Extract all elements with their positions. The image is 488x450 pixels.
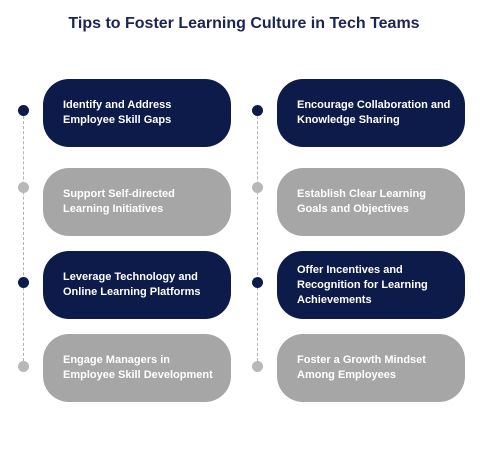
tip-card-text: Leverage Technology and Online Learning … (63, 271, 201, 298)
tip-card-text: Identify and Address Employee Skill Gaps (63, 99, 172, 126)
tip-card-left-2: Support Self-directed Learning Initiativ… (43, 168, 231, 236)
tip-card-right-3: Offer Incentives and Recognition for Lea… (277, 251, 465, 319)
left-timeline-dot-3 (18, 277, 29, 288)
tip-card-text: Establish Clear Learning Goals and Objec… (297, 188, 426, 215)
right-timeline-rail (257, 111, 258, 366)
right-timeline-dot-1 (252, 105, 263, 116)
left-timeline-rail (23, 111, 24, 366)
tip-card-right-2: Establish Clear Learning Goals and Objec… (277, 168, 465, 236)
tip-card-text: Offer Incentives and Recognition for Lea… (297, 263, 428, 306)
right-timeline-dot-3 (252, 277, 263, 288)
left-timeline-dot-1 (18, 105, 29, 116)
tip-card-right-4: Foster a Growth Mindset Among Employees (277, 334, 465, 402)
diagram-title: Tips to Foster Learning Culture in Tech … (68, 15, 420, 32)
right-timeline-dot-4 (252, 361, 263, 372)
left-timeline-dot-4 (18, 361, 29, 372)
tip-card-left-1: Identify and Address Employee Skill Gaps (43, 79, 231, 147)
left-timeline-dot-2 (18, 182, 29, 193)
tip-card-text: Foster a Growth Mindset Among Employees (297, 354, 426, 381)
tip-card-text: Support Self-directed Learning Initiativ… (63, 188, 175, 215)
tip-card-text: Engage Managers in Employee Skill Develo… (63, 354, 213, 381)
right-timeline-dot-2 (252, 182, 263, 193)
tip-card-left-4: Engage Managers in Employee Skill Develo… (43, 334, 231, 402)
tip-card-text: Encourage Collaboration and Knowledge Sh… (297, 99, 451, 126)
tip-card-right-1: Encourage Collaboration and Knowledge Sh… (277, 79, 465, 147)
tip-card-left-3: Leverage Technology and Online Learning … (43, 251, 231, 319)
